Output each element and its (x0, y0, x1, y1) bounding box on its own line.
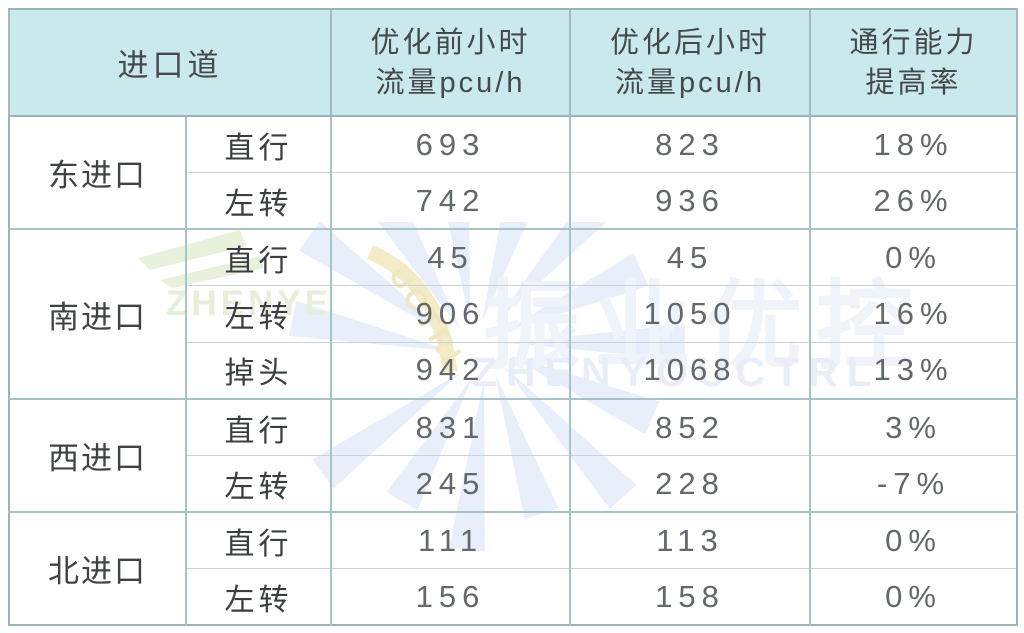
before-flow-cell: 942 (330, 341, 571, 400)
header-before-line2: 流量pcu/h (375, 66, 526, 99)
improve-rate-cell: 16% (809, 285, 1018, 343)
before-flow-cell: 831 (330, 397, 571, 457)
header-after-line1: 优化后小时 (609, 26, 770, 59)
after-flow-cell: 45 (569, 228, 811, 287)
header-before-flow: 优化前小时 流量pcu/h (330, 8, 571, 117)
improve-rate-cell: 18% (809, 115, 1018, 174)
after-flow-cell: 852 (569, 397, 811, 457)
movement-cell: 直行 (185, 115, 332, 174)
after-flow-cell: 113 (569, 511, 811, 570)
before-flow-cell: 156 (330, 568, 571, 626)
movement-cell: 直行 (185, 397, 332, 457)
improve-rate-cell: 13% (809, 341, 1018, 400)
table-row: 南进口 直行 45 45 0% (8, 228, 1018, 400)
movement-cell: 掉头 (185, 341, 332, 400)
table-row: 北进口 直行 111 113 0% (8, 511, 1018, 626)
header-rate-line1: 通行能力 (849, 26, 978, 59)
header-approach-label: 进口道 (117, 48, 223, 83)
before-flow-cell: 111 (330, 511, 571, 570)
movement-cell: 左转 (185, 285, 332, 343)
approach-cell: 东进口 (8, 114, 187, 230)
header-rate-line2: 提高率 (865, 66, 962, 99)
header-after-flow: 优化后小时 流量pcu/h (569, 8, 811, 117)
movement-cell: 左转 (185, 172, 332, 230)
after-flow-cell: 1050 (569, 285, 811, 343)
movement-cell: 直行 (185, 511, 332, 570)
table-row: 西进口 直行 831 852 3% (8, 397, 1018, 513)
after-flow-cell: 158 (569, 568, 811, 626)
table-row: 左转 742 936 26% (9, 172, 1018, 230)
header-approach: 进口道 (8, 8, 332, 117)
capacity-comparison-table: 进口道 优化前小时 流量pcu/h 优化后小时 流量pcu/h 通行能力 提高率… (8, 8, 1018, 627)
improve-rate-cell: -7% (809, 455, 1018, 513)
before-flow-cell: 906 (330, 285, 571, 343)
header-improve-rate: 通行能力 提高率 (809, 8, 1018, 117)
approach-cell: 北进口 (8, 511, 187, 626)
before-flow-cell: 245 (330, 455, 571, 513)
table-row: 东进口 直行 693 823 18% (8, 114, 1018, 230)
before-flow-cell: 45 (330, 228, 571, 287)
before-flow-cell: 693 (330, 115, 571, 174)
table-row: 左转 156 158 0% (9, 568, 1018, 626)
header-after-line2: 流量pcu/h (615, 66, 765, 99)
improve-rate-cell: 0% (809, 568, 1018, 626)
movement-cell: 左转 (185, 568, 332, 626)
after-flow-cell: 228 (569, 455, 811, 513)
after-flow-cell: 1068 (569, 341, 811, 400)
before-flow-cell: 742 (330, 172, 571, 230)
movement-cell: 直行 (185, 228, 332, 287)
improve-rate-cell: 26% (809, 172, 1018, 230)
improve-rate-cell: 3% (809, 397, 1018, 457)
after-flow-cell: 936 (569, 172, 811, 230)
movement-cell: 左转 (185, 455, 332, 513)
approach-cell: 西进口 (8, 397, 187, 513)
table-row: 左转 245 228 -7% (9, 455, 1018, 513)
header-row: 进口道 优化前小时 流量pcu/h 优化后小时 流量pcu/h 通行能力 提高率 (8, 8, 1018, 117)
approach-cell: 南进口 (8, 228, 187, 400)
after-flow-cell: 823 (569, 115, 811, 174)
header-before-line1: 优化前小时 (370, 26, 531, 59)
improve-rate-cell: 0% (809, 228, 1018, 287)
improve-rate-cell: 0% (809, 511, 1018, 570)
